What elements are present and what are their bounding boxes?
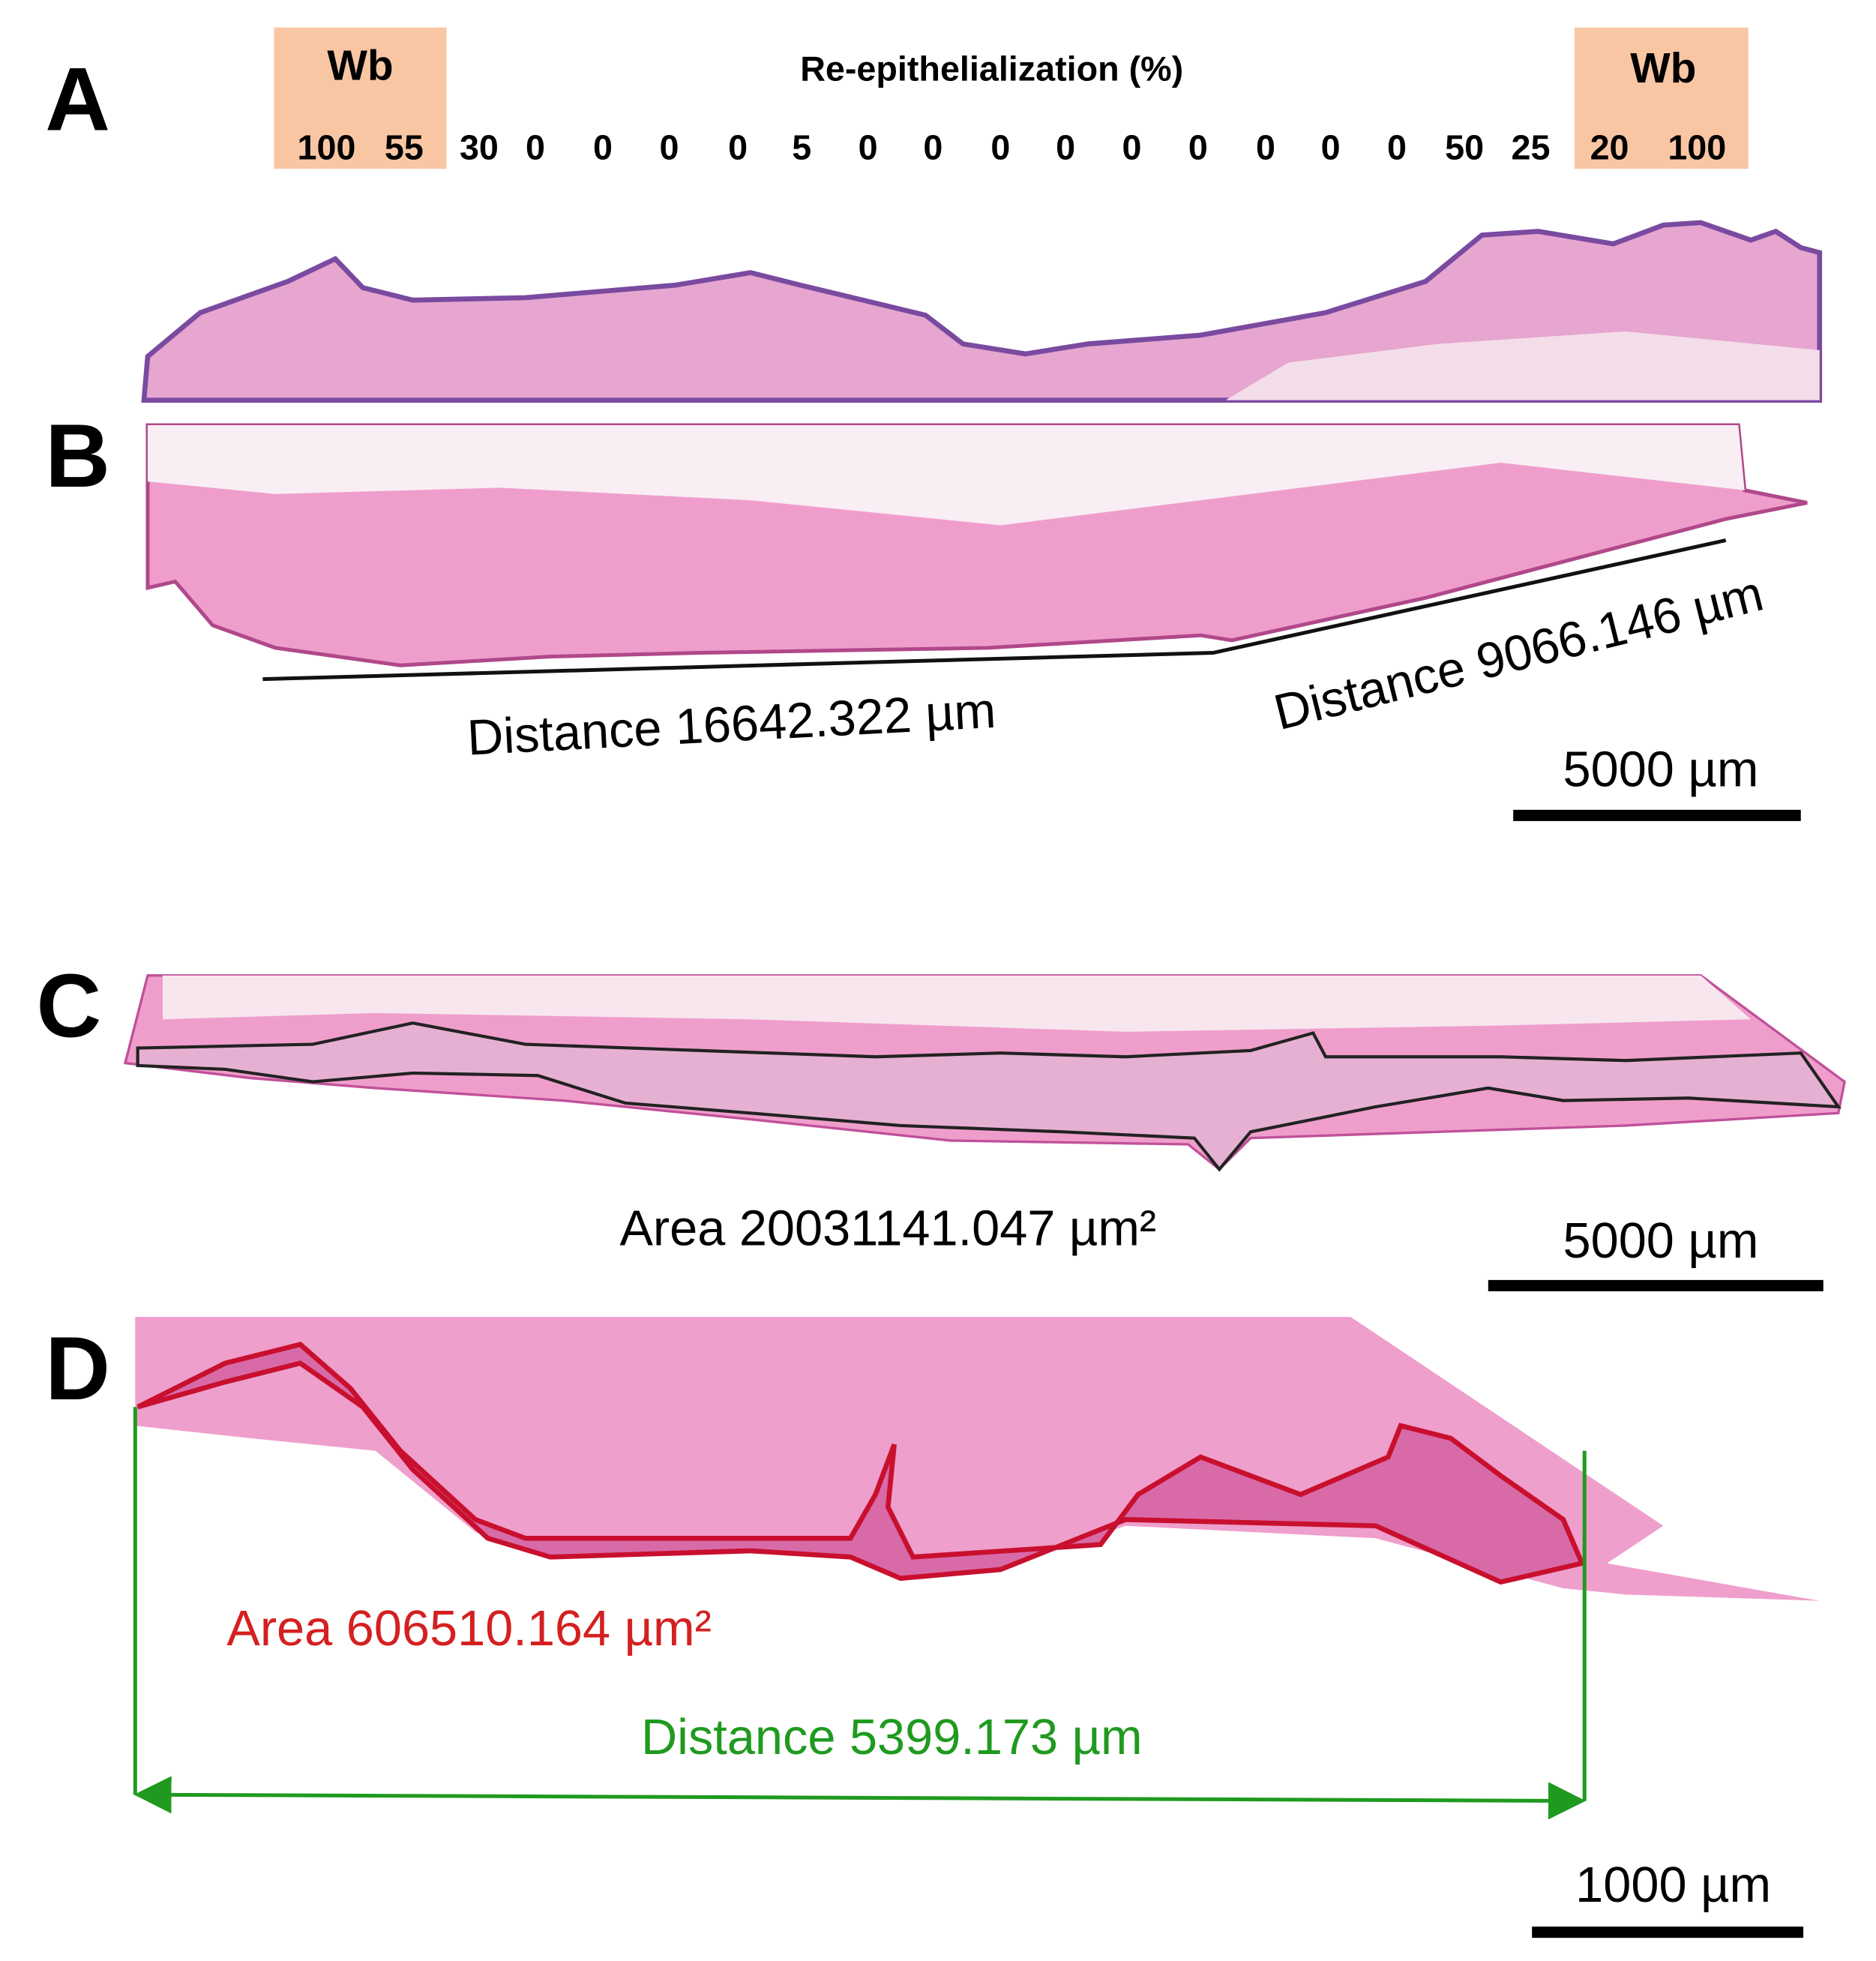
distance-line xyxy=(262,538,1727,682)
distance-label: Distance 16642.322 µm xyxy=(466,683,997,766)
percent: 0 xyxy=(728,127,748,166)
percent: 0 xyxy=(859,127,878,166)
percent: 0 xyxy=(1188,127,1208,166)
wound-border-box xyxy=(274,27,447,169)
percent: 0 xyxy=(1321,127,1341,166)
panel-title: Re-epithelialization (%) xyxy=(800,49,1183,88)
wound-border-label: Wb xyxy=(327,43,393,90)
percent: 0 xyxy=(1056,127,1075,166)
scale-bar-label: 1000 µm xyxy=(1575,1858,1771,1913)
percent: 50 xyxy=(1445,127,1484,166)
percent: 100 xyxy=(1668,127,1726,166)
panel-label: C xyxy=(37,956,102,1057)
area-outline xyxy=(136,1021,1842,1172)
panel-label: A xyxy=(45,49,110,149)
percent: 20 xyxy=(1590,127,1629,166)
percent: 0 xyxy=(526,127,545,166)
percent: 55 xyxy=(385,127,424,166)
percent-row: 100 55 30 0 0 0 0 5 0 0 0 0 0 0 0 0 0 50… xyxy=(298,127,1727,166)
percent: 100 xyxy=(298,127,356,166)
percent: 0 xyxy=(659,127,679,166)
percent: 30 xyxy=(460,127,499,166)
percent: 25 xyxy=(1512,127,1551,166)
panel-label: B xyxy=(45,406,110,506)
distance-arrow xyxy=(133,1776,1586,1820)
wound-border-box xyxy=(1574,27,1749,169)
tissue-layer xyxy=(147,425,1745,526)
wound-border-label: Wb xyxy=(1630,45,1696,92)
percent: 0 xyxy=(923,127,942,166)
percent: 0 xyxy=(1256,127,1275,166)
area-label: Area 20031141.047 µm² xyxy=(619,1201,1156,1256)
area-outline xyxy=(136,1342,1586,1585)
scale-bar-label: 5000 µm xyxy=(1563,742,1759,797)
percent: 0 xyxy=(593,127,613,166)
panel-label: D xyxy=(45,1318,110,1419)
scale-bar-label: 5000 µm xyxy=(1563,1213,1759,1269)
area-label: Area 606510.164 µm² xyxy=(226,1601,711,1657)
distance-label: Distance 5399.173 µm xyxy=(641,1710,1143,1765)
percent: 0 xyxy=(1122,127,1142,166)
percent: 0 xyxy=(990,127,1010,166)
tissue-layer xyxy=(163,975,1752,1032)
percent: 0 xyxy=(1387,127,1407,166)
tissue-layer xyxy=(1225,331,1820,400)
percent: 5 xyxy=(792,127,811,166)
